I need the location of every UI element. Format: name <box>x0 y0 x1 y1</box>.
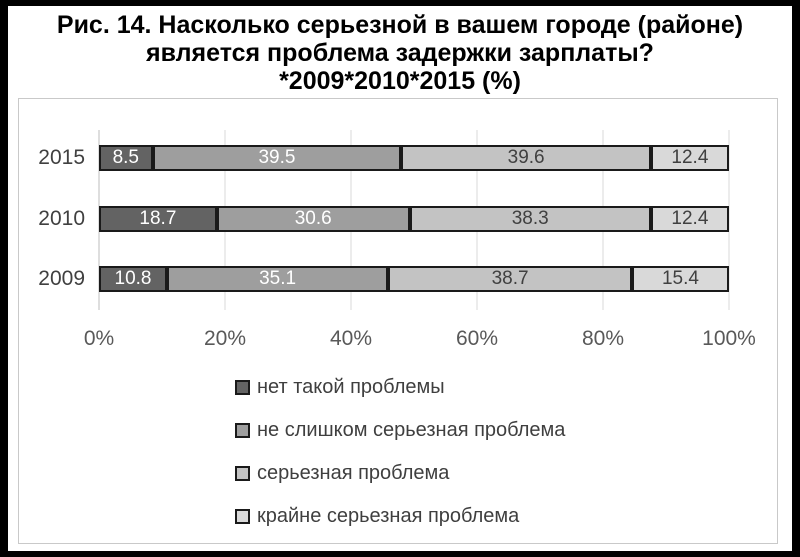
chart-title-line-2: является проблема задержки зарплаты? <box>146 39 654 67</box>
chart-area: 8.5 39.5 39.6 12.4 18.7 30.6 38.3 12.4 10.8 35.1 3… <box>18 98 778 544</box>
bar-row: 10.8 35.1 38.7 15.4 <box>99 266 729 292</box>
legend-label: серьезная проблема <box>257 461 450 484</box>
chart-title: Рис. 14. Насколько серьезной в вашем гор… <box>8 6 792 95</box>
chart-title-line-3: *2009*2010*2015 (%) <box>279 67 521 95</box>
category-label: 2015 <box>38 146 85 169</box>
bar-segment: 8.5 <box>99 145 153 171</box>
legend-swatch-icon <box>235 422 250 438</box>
legend-item: нет такой проблемы <box>235 375 565 399</box>
x-tick-label: 20% <box>203 327 247 350</box>
x-tick-label: 60% <box>455 327 499 350</box>
legend-item: серьезная проблема <box>235 461 565 485</box>
bar-segment: 30.6 <box>216 205 410 232</box>
gridline <box>728 130 730 310</box>
x-tick-label: 40% <box>329 327 373 350</box>
legend-swatch-icon <box>235 379 250 395</box>
bar-row: 18.7 30.6 38.3 12.4 <box>99 205 729 232</box>
bar-segment: 38.7 <box>388 266 632 292</box>
bar-segment: 10.8 <box>99 266 168 292</box>
category-label: 2009 <box>38 267 85 290</box>
x-axis: 0% 20% 40% 60% 80% 100% <box>84 327 756 353</box>
bar-segment: 12.4 <box>650 145 729 171</box>
legend: нет такой проблемы не слишком серьезная п… <box>235 375 565 547</box>
legend-label: крайне серьезная проблема <box>257 504 520 527</box>
x-tick-label: 0% <box>83 327 115 350</box>
bar-segment: 15.4 <box>631 266 729 292</box>
legend-swatch-icon <box>235 508 250 524</box>
legend-swatch-icon <box>235 465 250 481</box>
bar-row: 8.5 39.5 39.6 12.4 <box>99 145 729 171</box>
bar-segment: 12.4 <box>650 205 729 232</box>
x-tick-label: 100% <box>702 327 756 350</box>
plot-area: 8.5 39.5 39.6 12.4 18.7 30.6 38.3 12.4 10.8 35.1 3… <box>98 130 730 310</box>
bar-segment: 39.6 <box>401 145 651 171</box>
legend-item: не слишком серьезная проблема <box>235 418 565 442</box>
bar-segment: 38.3 <box>409 205 651 232</box>
legend-label: нет такой проблемы <box>257 375 445 398</box>
legend-label: не слишком серьезная проблема <box>257 418 566 441</box>
bar-segment: 39.5 <box>152 145 402 171</box>
legend-item: крайне серьезная проблема <box>235 504 565 528</box>
category-label: 2010 <box>38 206 85 230</box>
chart-title-line-1: Рис. 14. Насколько серьезной в вашем гор… <box>56 11 744 39</box>
bar-segment: 18.7 <box>99 205 217 232</box>
bar-segment: 35.1 <box>167 266 389 292</box>
x-tick-label: 80% <box>581 327 625 350</box>
